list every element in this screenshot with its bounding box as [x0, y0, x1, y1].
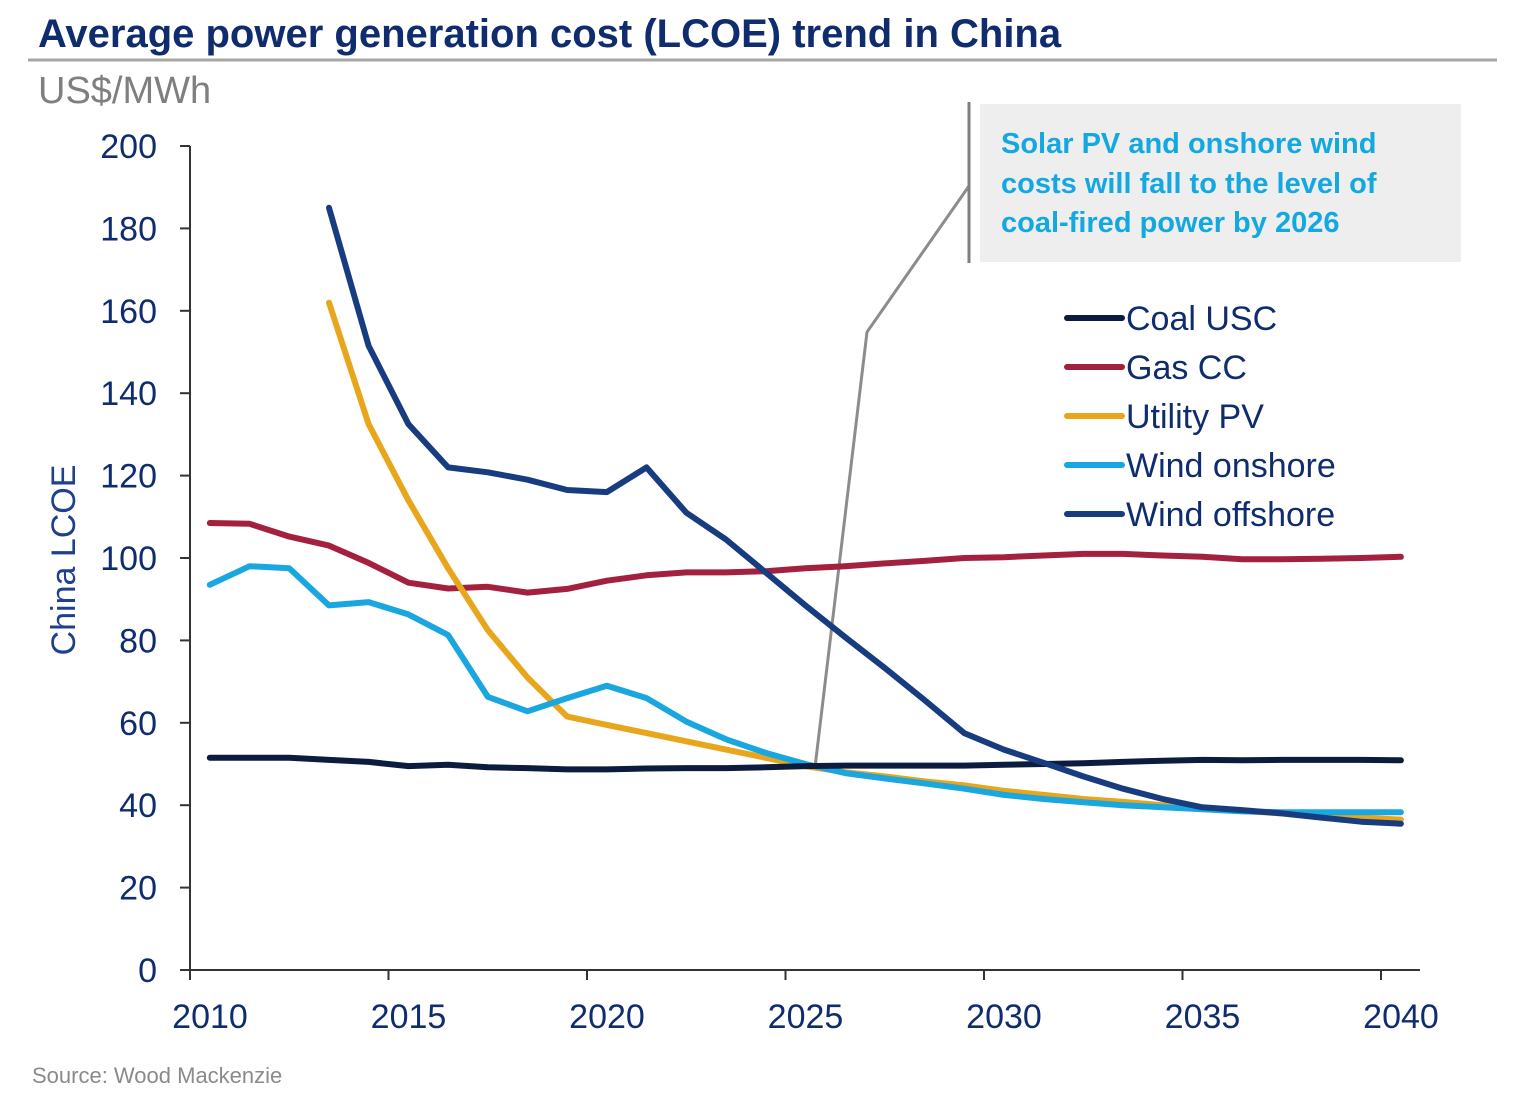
- y-tick-label: 80: [119, 622, 157, 660]
- legend-label-wind-offshore: Wind offshore: [1126, 496, 1335, 534]
- y-tick-label: 40: [119, 787, 157, 825]
- legend-label-coal-usc: Coal USC: [1126, 300, 1277, 338]
- y-tick-label: 100: [100, 540, 157, 578]
- x-axis-ticks: 2010 2015 2020 2025 2030 2035 2040: [172, 970, 1439, 1036]
- x-tick-label: 2020: [569, 998, 645, 1036]
- legend: Coal USC Gas CC Utility PV Wind onshore Wind…: [1064, 300, 1336, 534]
- series-line-wind-offshore: [326, 204, 1404, 827]
- annotation-line-3: coal-fired power by 2026: [1001, 207, 1339, 239]
- y-tick-label: 0: [138, 952, 157, 990]
- y-tick-label: 160: [100, 293, 157, 331]
- x-tick-label: 2030: [966, 998, 1042, 1036]
- chart-subtitle: US$/MWh: [38, 70, 211, 112]
- x-tick-label: 2015: [371, 998, 447, 1036]
- x-tick-label: 2035: [1165, 998, 1241, 1036]
- y-tick-label: 200: [100, 128, 157, 166]
- x-tick-label: 2010: [172, 998, 248, 1036]
- chart-title: Average power generation cost (LCOE) tre…: [38, 12, 1062, 56]
- y-tick-label: 180: [100, 210, 157, 248]
- series-line-gas-cc: [206, 520, 1404, 596]
- y-axis-title: China LCOE: [45, 465, 83, 656]
- x-tick-label: 2025: [768, 998, 844, 1036]
- source-note: Source: Wood Mackenzie: [32, 1063, 282, 1088]
- annotation-box: Solar PV and onshore wind costs will fal…: [980, 104, 1461, 262]
- series-line-coal-usc: [206, 754, 1404, 773]
- annotation-leader-line: [813, 185, 971, 766]
- y-axis-ticks: 0 20 40 60 80 100 120 140 160 180 200: [100, 128, 190, 990]
- legend-label-wind-onshore: Wind onshore: [1126, 447, 1336, 485]
- x-tick-label: 2040: [1363, 998, 1439, 1036]
- legend-label-gas-cc: Gas CC: [1126, 349, 1247, 387]
- series-lines: [206, 204, 1404, 827]
- annotation-line-2: costs will fall to the level of: [1001, 168, 1377, 200]
- y-tick-label: 20: [119, 870, 157, 908]
- legend-label-utility-pv: Utility PV: [1126, 398, 1264, 436]
- annotation-background: [980, 104, 1461, 262]
- annotation-line-1: Solar PV and onshore wind: [1001, 128, 1376, 160]
- y-tick-label: 140: [100, 375, 157, 413]
- y-tick-label: 120: [100, 458, 157, 496]
- y-tick-label: 60: [119, 705, 157, 743]
